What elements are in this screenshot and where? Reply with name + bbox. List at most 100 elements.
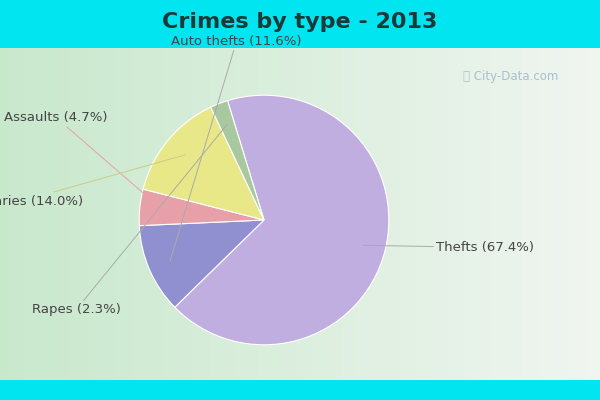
Bar (369, 48, 373, 380)
Bar (261, 48, 265, 380)
Bar (366, 48, 370, 380)
Bar (210, 48, 214, 380)
Bar (510, 48, 514, 380)
Bar (330, 48, 334, 380)
Bar (246, 48, 250, 380)
Bar (408, 48, 412, 380)
Bar (432, 48, 436, 380)
Bar (585, 48, 589, 380)
Bar (582, 48, 586, 380)
Bar (561, 48, 565, 380)
Bar (351, 48, 355, 380)
Bar (498, 48, 502, 380)
Bar (204, 48, 208, 380)
Bar (456, 48, 460, 380)
Bar (315, 48, 319, 380)
Bar (564, 48, 568, 380)
Bar (489, 48, 493, 380)
Bar (522, 48, 526, 380)
Bar (195, 48, 199, 380)
Bar (243, 48, 247, 380)
Bar (270, 48, 274, 380)
Bar (63, 48, 67, 380)
Bar (348, 48, 352, 380)
Bar (54, 48, 58, 380)
Bar (36, 48, 40, 380)
Bar (555, 48, 559, 380)
Bar (93, 48, 97, 380)
Bar (267, 48, 271, 380)
Bar (99, 48, 103, 380)
Bar (51, 48, 55, 380)
Bar (504, 48, 508, 380)
Bar (525, 48, 529, 380)
Bar (45, 48, 49, 380)
Bar (384, 48, 388, 380)
Wedge shape (139, 189, 264, 226)
Bar (396, 48, 400, 380)
Bar (339, 48, 343, 380)
Bar (333, 48, 337, 380)
Bar (105, 48, 109, 380)
Bar (279, 48, 283, 380)
Bar (294, 48, 298, 380)
Bar (33, 48, 37, 380)
Bar (147, 48, 151, 380)
Bar (87, 48, 91, 380)
Bar (423, 48, 427, 380)
Bar (300, 48, 304, 380)
Bar (552, 48, 556, 380)
Bar (573, 48, 577, 380)
Bar (579, 48, 583, 380)
Bar (570, 48, 574, 380)
Bar (276, 48, 280, 380)
Bar (168, 48, 172, 380)
Bar (180, 48, 184, 380)
Bar (114, 48, 118, 380)
Bar (420, 48, 424, 380)
Bar (402, 48, 406, 380)
Bar (24, 48, 28, 380)
Bar (318, 48, 322, 380)
Bar (468, 48, 472, 380)
Bar (417, 48, 421, 380)
Bar (144, 48, 148, 380)
Bar (477, 48, 481, 380)
Bar (297, 48, 301, 380)
Bar (126, 48, 130, 380)
Bar (0, 48, 4, 380)
Bar (495, 48, 499, 380)
Bar (342, 48, 346, 380)
Bar (387, 48, 391, 380)
Bar (60, 48, 64, 380)
Bar (165, 48, 169, 380)
Bar (465, 48, 469, 380)
Bar (39, 48, 43, 380)
Bar (411, 48, 415, 380)
Bar (474, 48, 478, 380)
Text: Auto thefts (11.6%): Auto thefts (11.6%) (170, 35, 302, 261)
Bar (102, 48, 106, 380)
Bar (228, 48, 232, 380)
Wedge shape (143, 107, 264, 220)
Bar (255, 48, 259, 380)
Bar (162, 48, 166, 380)
Bar (576, 48, 580, 380)
Bar (6, 48, 10, 380)
Bar (30, 48, 34, 380)
Bar (96, 48, 100, 380)
Bar (192, 48, 196, 380)
Bar (390, 48, 394, 380)
Bar (537, 48, 541, 380)
Bar (414, 48, 418, 380)
Bar (345, 48, 349, 380)
Bar (159, 48, 163, 380)
Bar (516, 48, 520, 380)
Bar (519, 48, 523, 380)
Bar (441, 48, 445, 380)
Bar (567, 48, 571, 380)
Bar (393, 48, 397, 380)
Text: Thefts (67.4%): Thefts (67.4%) (363, 241, 534, 254)
Bar (591, 48, 595, 380)
Bar (372, 48, 376, 380)
